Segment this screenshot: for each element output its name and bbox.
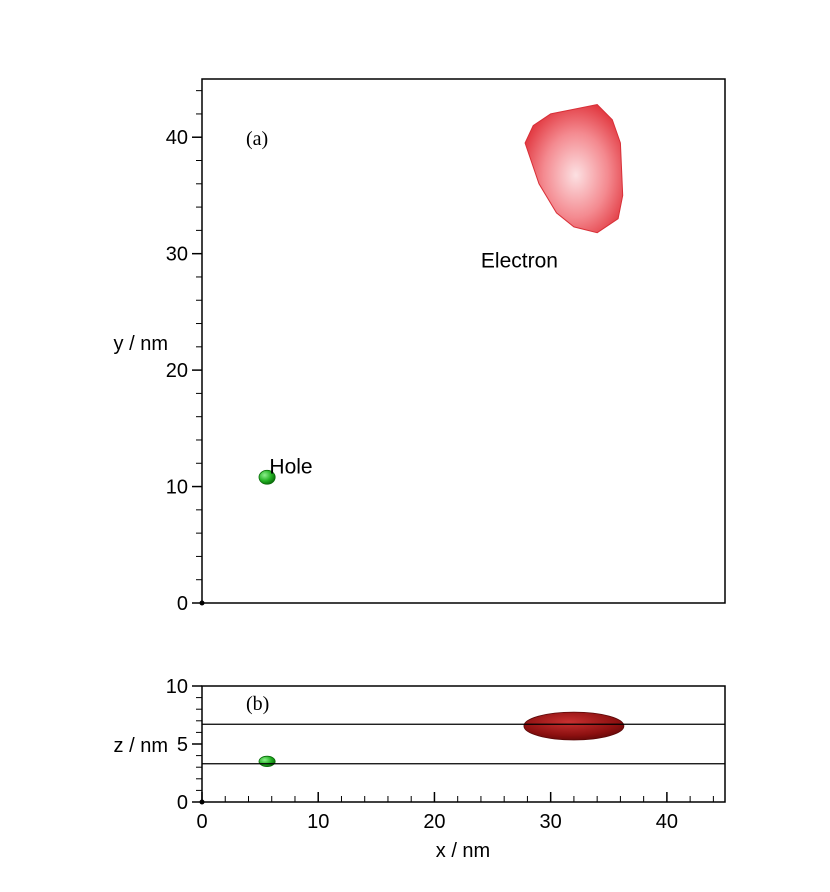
x-tick-label: 10 (307, 811, 329, 833)
y-tick-label: 10 (166, 477, 188, 499)
hole-isosurface-b (258, 755, 276, 768)
electron-isosurface-b (523, 711, 625, 741)
x-axis-label-b: x / nm (436, 840, 490, 862)
origin-dot-b (199, 799, 205, 805)
x-major-ticks-b (201, 792, 668, 802)
y-axis-label-b: z / nm (114, 735, 168, 757)
plot-frame-a (201, 78, 726, 604)
y-tick-label: 0 (177, 792, 188, 814)
plot-frame-b (201, 685, 726, 803)
electron-annotation: Electron (481, 249, 558, 272)
x-tick-label: 40 (656, 811, 678, 833)
y-axis-label-a: y / nm (114, 333, 168, 355)
y-minor-ticks-a (196, 90, 202, 581)
x-tick-label: 20 (423, 811, 445, 833)
y-tick-labels-b: 0 5 10 (166, 676, 188, 814)
reference-lines-b (202, 723, 725, 765)
y-tick-label: 40 (166, 127, 188, 149)
x-minor-ticks-b (224, 796, 714, 802)
y-minor-ticks-b (196, 697, 202, 791)
electron-isosurface-a (524, 104, 624, 234)
y-tick-labels-a: 0 10 20 30 40 (166, 127, 188, 615)
x-tick-label: 30 (540, 811, 562, 833)
panel-label-b: (b) (246, 693, 269, 715)
hole-annotation: Hole (269, 456, 312, 479)
y-tick-label: 30 (166, 244, 188, 266)
y-major-ticks-b (192, 685, 202, 803)
y-tick-label: 0 (177, 593, 188, 615)
origin-dot-a (199, 600, 205, 606)
y-tick-label: 10 (166, 676, 188, 698)
y-tick-label: 5 (177, 734, 188, 756)
panel-b: 0 10 20 30 40 0 5 10 x / nm z / nm (b) (114, 676, 726, 862)
panel-label-a: (a) (246, 128, 268, 150)
panel-a: 0 10 20 30 40 y / nm (a) Electron Hole (114, 78, 726, 615)
x-tick-labels-b: 0 10 20 30 40 (196, 811, 678, 833)
hole-isosurface-a (258, 469, 276, 485)
x-tick-label: 0 (196, 811, 207, 833)
y-tick-label: 20 (166, 360, 188, 382)
